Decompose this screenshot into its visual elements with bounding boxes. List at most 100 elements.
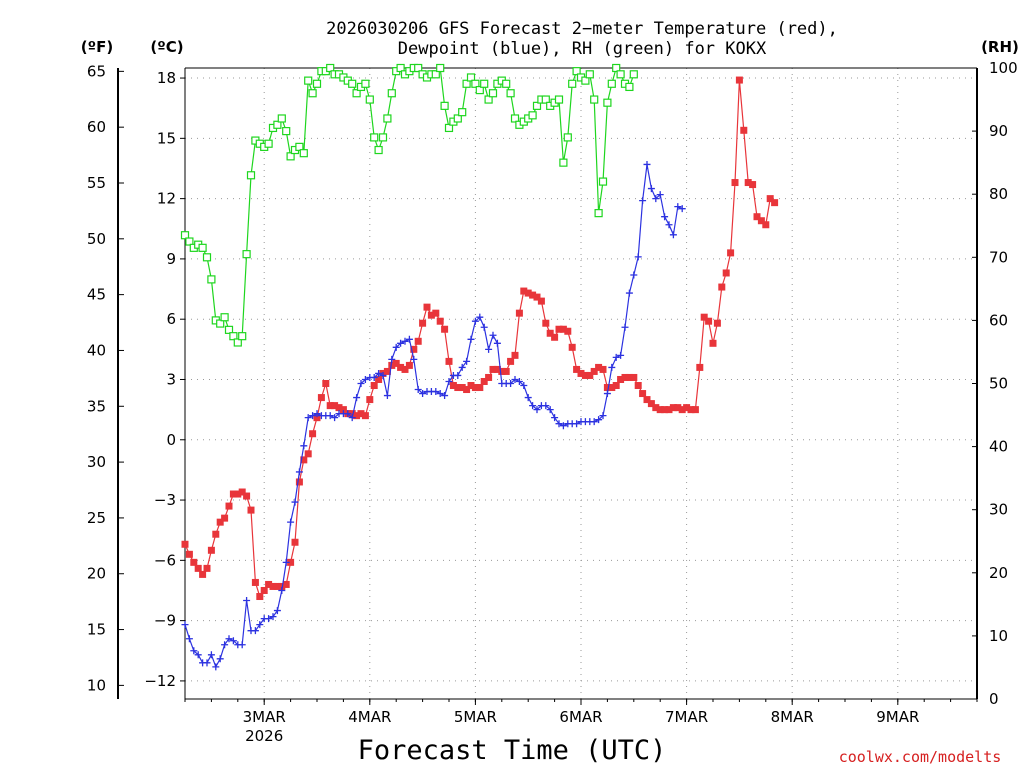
celsius-tick-label: 0 <box>166 431 176 449</box>
dewpoint-point <box>304 414 312 422</box>
axes <box>117 67 978 705</box>
rh-point <box>233 338 242 347</box>
temperature-point <box>269 582 277 590</box>
temperature-point <box>449 382 457 390</box>
rh-point <box>598 177 608 186</box>
dewpoint-point <box>401 337 409 345</box>
dewpoint-series <box>181 160 686 671</box>
rh-point <box>568 79 577 88</box>
temperature-point <box>432 309 440 317</box>
temperature-point <box>313 414 321 422</box>
dewpoint-point <box>533 406 541 414</box>
dewpoint-point <box>185 635 193 643</box>
rh-point <box>326 63 335 73</box>
dewpoint-point <box>291 498 299 506</box>
temperature-point <box>260 586 268 594</box>
temperature-point <box>524 289 532 297</box>
dewpoint-point <box>216 655 224 663</box>
temperature-point <box>463 386 471 394</box>
temperature-point <box>718 283 726 291</box>
temperature-point <box>441 325 449 333</box>
temperature-point <box>757 217 765 225</box>
fahrenheit-tick-label: 15 <box>87 621 106 639</box>
dewpoint-point <box>326 412 334 420</box>
temperature-point <box>705 317 713 325</box>
rh-point <box>462 79 471 88</box>
temperature-point <box>190 558 198 566</box>
dewpoint-point <box>621 323 629 331</box>
celsius-tick-label: −9 <box>154 612 176 630</box>
dewpoint-point <box>625 289 633 297</box>
rh-point <box>414 63 423 73</box>
dewpoint-point <box>612 353 620 361</box>
temperature-point <box>256 593 264 601</box>
rh-point <box>603 98 612 107</box>
rh-point <box>299 149 308 158</box>
fahrenheit-tick-label: 60 <box>87 118 106 136</box>
rh-point <box>198 243 207 252</box>
temperature-point <box>511 351 519 359</box>
temperature-point <box>348 410 356 418</box>
temperature-point <box>467 382 475 390</box>
temperature-point <box>577 369 585 377</box>
dewpoint-point <box>441 392 449 400</box>
dewpoint-point <box>383 392 391 400</box>
x-tick-label: 8MAR <box>771 708 814 726</box>
dewpoint-point <box>467 335 475 343</box>
rh-point <box>277 114 286 123</box>
dewpoint-point <box>414 386 422 394</box>
rh-point <box>484 95 493 104</box>
dewpoint-point <box>643 160 651 168</box>
temperature-point <box>238 488 246 496</box>
temperature-point <box>639 390 647 398</box>
temperature-point <box>234 490 242 498</box>
rh-point <box>370 133 379 142</box>
temperature-point <box>612 382 620 390</box>
x-axis-title: Forecast Time (UTC) <box>358 735 667 766</box>
fahrenheit-tick-label: 65 <box>87 62 106 80</box>
temperature-point <box>617 375 625 383</box>
temperature-point <box>608 384 616 392</box>
rh-point <box>629 70 638 79</box>
temperature-point <box>586 371 594 379</box>
temperature-point <box>375 375 383 383</box>
temperature-point <box>458 384 466 392</box>
rh-point <box>502 79 511 88</box>
temperature-point <box>744 179 752 187</box>
rh-tick-label: 50 <box>989 375 1008 393</box>
rh-point <box>180 231 190 240</box>
dewpoint-point <box>454 371 462 379</box>
dewpoint-point <box>617 351 625 359</box>
dewpoint-point <box>485 345 493 353</box>
rh-tick-label: 0 <box>989 690 999 708</box>
dewpoint-point <box>674 203 682 211</box>
dewpoint-point <box>405 335 413 343</box>
rh-point <box>286 152 295 161</box>
temperature-point <box>625 373 633 381</box>
dewpoint-point <box>309 412 317 420</box>
dewpoint-point <box>493 339 501 347</box>
rh-point <box>387 89 396 98</box>
rh-point <box>541 95 550 104</box>
temperature-point <box>388 361 396 369</box>
dewpoint-point <box>524 394 532 402</box>
temperature-point <box>603 384 611 392</box>
celsius-tick-label: 18 <box>157 69 176 87</box>
dewpoint-point <box>647 185 655 193</box>
rh-point <box>612 63 621 73</box>
fahrenheit-tick-label: 20 <box>87 565 106 583</box>
rh-point <box>528 111 537 120</box>
rh-tick-label: 80 <box>989 185 1008 203</box>
dewpoint-point <box>357 380 365 387</box>
temperature-point <box>740 126 748 134</box>
temperature-point <box>621 373 629 381</box>
rh-point <box>431 70 440 79</box>
celsius-tick-label: 3 <box>166 370 176 388</box>
rh-point <box>488 89 498 98</box>
temperature-point <box>427 311 435 319</box>
dewpoint-point <box>608 363 616 371</box>
dewpoint-point <box>489 331 497 339</box>
temperature-point <box>304 450 312 458</box>
rh-point <box>594 209 603 218</box>
temperature-point <box>727 249 735 257</box>
